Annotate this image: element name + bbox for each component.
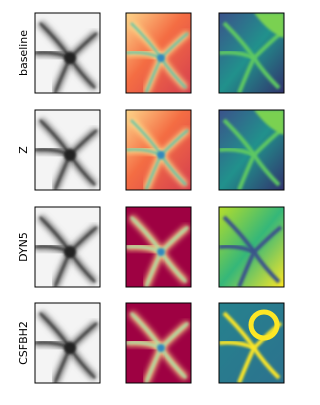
filament bbox=[237, 251, 256, 287]
image-panel bbox=[35, 110, 100, 190]
spot bbox=[157, 151, 165, 159]
panel-frame bbox=[125, 12, 192, 94]
row-label: baseline bbox=[17, 30, 30, 76]
image-panel bbox=[35, 13, 100, 93]
panel-frame bbox=[218, 302, 285, 384]
halo bbox=[64, 342, 76, 354]
panel-row: CSFBH2 bbox=[17, 302, 285, 384]
panel-row: DYN5 bbox=[17, 206, 285, 288]
panel-frame bbox=[125, 302, 192, 384]
bright-region bbox=[254, 110, 284, 135]
row-label: DYN5 bbox=[17, 232, 30, 262]
spot bbox=[157, 54, 165, 62]
filament bbox=[237, 347, 256, 383]
filament bbox=[252, 225, 283, 254]
panel-frame bbox=[34, 12, 101, 94]
panel-row: baseline bbox=[17, 12, 285, 94]
panel-frame bbox=[34, 302, 101, 384]
panel-frame bbox=[34, 206, 101, 288]
image-panel bbox=[35, 303, 100, 383]
filament bbox=[237, 154, 256, 190]
filament bbox=[219, 340, 255, 350]
halo bbox=[64, 52, 76, 64]
image-panel bbox=[219, 303, 284, 383]
bright-region bbox=[254, 13, 284, 38]
image-panel bbox=[126, 110, 191, 190]
image-panel bbox=[35, 207, 100, 287]
filament bbox=[237, 57, 256, 93]
panel-frame bbox=[34, 109, 101, 191]
row-label: CSFBH2 bbox=[17, 321, 30, 365]
row-label: Z bbox=[17, 146, 30, 154]
image-panel bbox=[126, 207, 191, 287]
panel-frame bbox=[125, 206, 192, 288]
panel-frame bbox=[125, 109, 192, 191]
filament bbox=[219, 50, 255, 60]
spot bbox=[157, 248, 165, 256]
image-panel bbox=[126, 13, 191, 93]
panel-row: Z bbox=[17, 109, 285, 191]
panel-frame bbox=[218, 206, 285, 288]
image-panel bbox=[219, 207, 284, 287]
halo bbox=[64, 246, 76, 258]
filament bbox=[219, 147, 255, 157]
spot bbox=[157, 344, 165, 352]
ring bbox=[248, 309, 280, 341]
panel-frame bbox=[218, 109, 285, 191]
image-panel bbox=[219, 110, 284, 190]
filament bbox=[219, 244, 255, 254]
panel-frame bbox=[218, 12, 285, 94]
image-panel bbox=[126, 303, 191, 383]
halo bbox=[64, 149, 76, 161]
image-panel bbox=[219, 13, 284, 93]
